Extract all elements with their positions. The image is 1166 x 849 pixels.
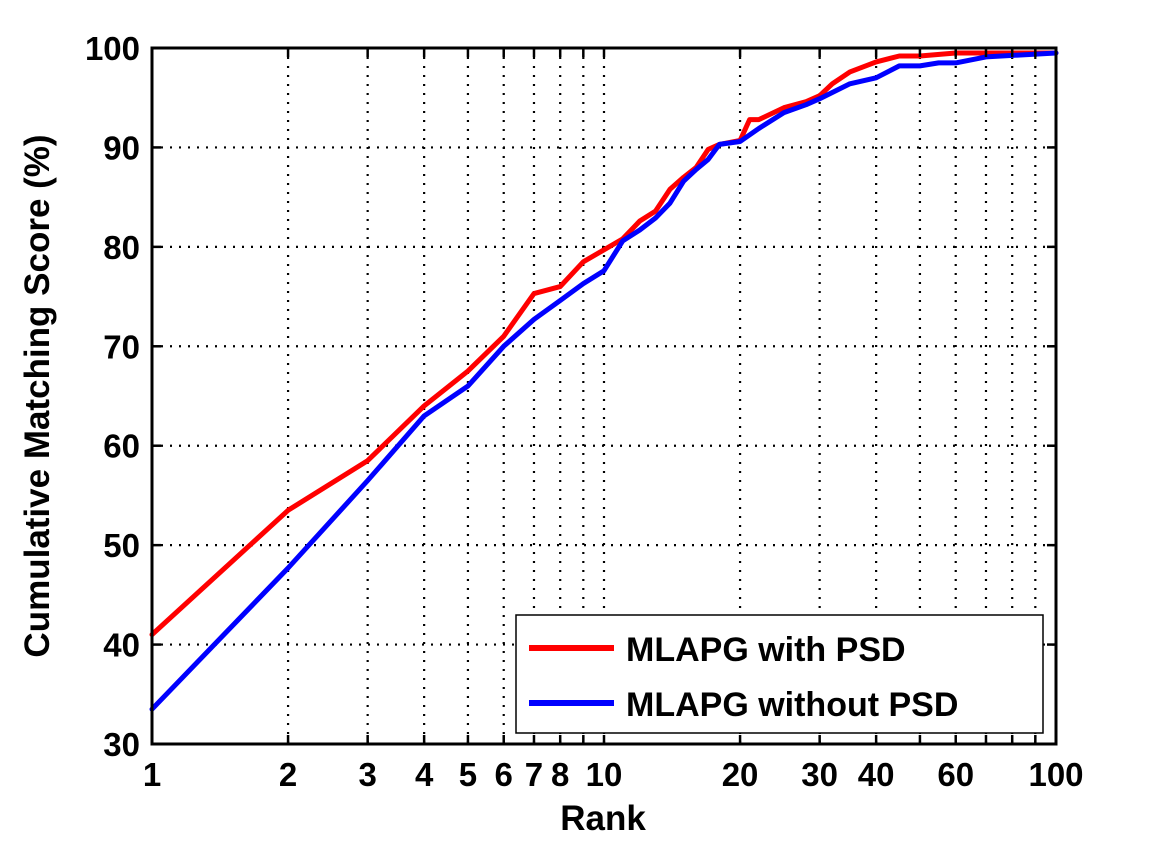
y-tick-label: 90 xyxy=(103,129,140,166)
y-axis-label: Cumulative Matching Score (%) xyxy=(18,134,57,657)
axis-ticks xyxy=(150,46,1058,746)
x-tick-label: 8 xyxy=(551,756,569,793)
x-tick-label: 40 xyxy=(858,756,895,793)
x-tick-label: 20 xyxy=(722,756,759,793)
x-tick-label: 60 xyxy=(937,756,974,793)
y-tick-labels: 30 40 50 60 70 80 90 100 xyxy=(85,30,140,763)
x-tick-label: 7 xyxy=(525,756,543,793)
y-tick-label: 40 xyxy=(103,627,140,664)
y-tick-label: 100 xyxy=(85,30,140,67)
y-tick-label: 30 xyxy=(103,726,140,763)
x-tick-label: 4 xyxy=(415,756,434,793)
legend-label-with-psd: MLAPG with PSD xyxy=(626,631,906,669)
legend: MLAPG with PSD MLAPG without PSD xyxy=(515,614,1044,734)
series-line-0 xyxy=(149,50,1059,638)
x-tick-labels: 1 2 3 4 5 6 7 8 10 20 30 40 60 100 xyxy=(143,756,1084,793)
series-line-1 xyxy=(149,50,1059,712)
x-tick-label: 2 xyxy=(279,756,297,793)
series-lines xyxy=(149,50,1059,712)
x-tick-label: 10 xyxy=(586,756,623,793)
x-tick-label: 30 xyxy=(801,756,838,793)
x-tick-label: 1 xyxy=(143,756,161,793)
y-tick-label: 70 xyxy=(103,328,140,365)
y-tick-label: 80 xyxy=(103,229,140,266)
x-tick-label: 5 xyxy=(459,756,477,793)
x-axis-label: Rank xyxy=(560,799,646,838)
legend-box xyxy=(515,614,1044,734)
x-tick-label: 3 xyxy=(358,756,376,793)
legend-label-without-psd: MLAPG without PSD xyxy=(626,686,958,724)
y-tick-label: 60 xyxy=(103,428,140,465)
y-tick-label: 50 xyxy=(103,527,140,564)
x-tick-label: 100 xyxy=(1028,756,1083,793)
x-tick-label: 6 xyxy=(495,756,513,793)
